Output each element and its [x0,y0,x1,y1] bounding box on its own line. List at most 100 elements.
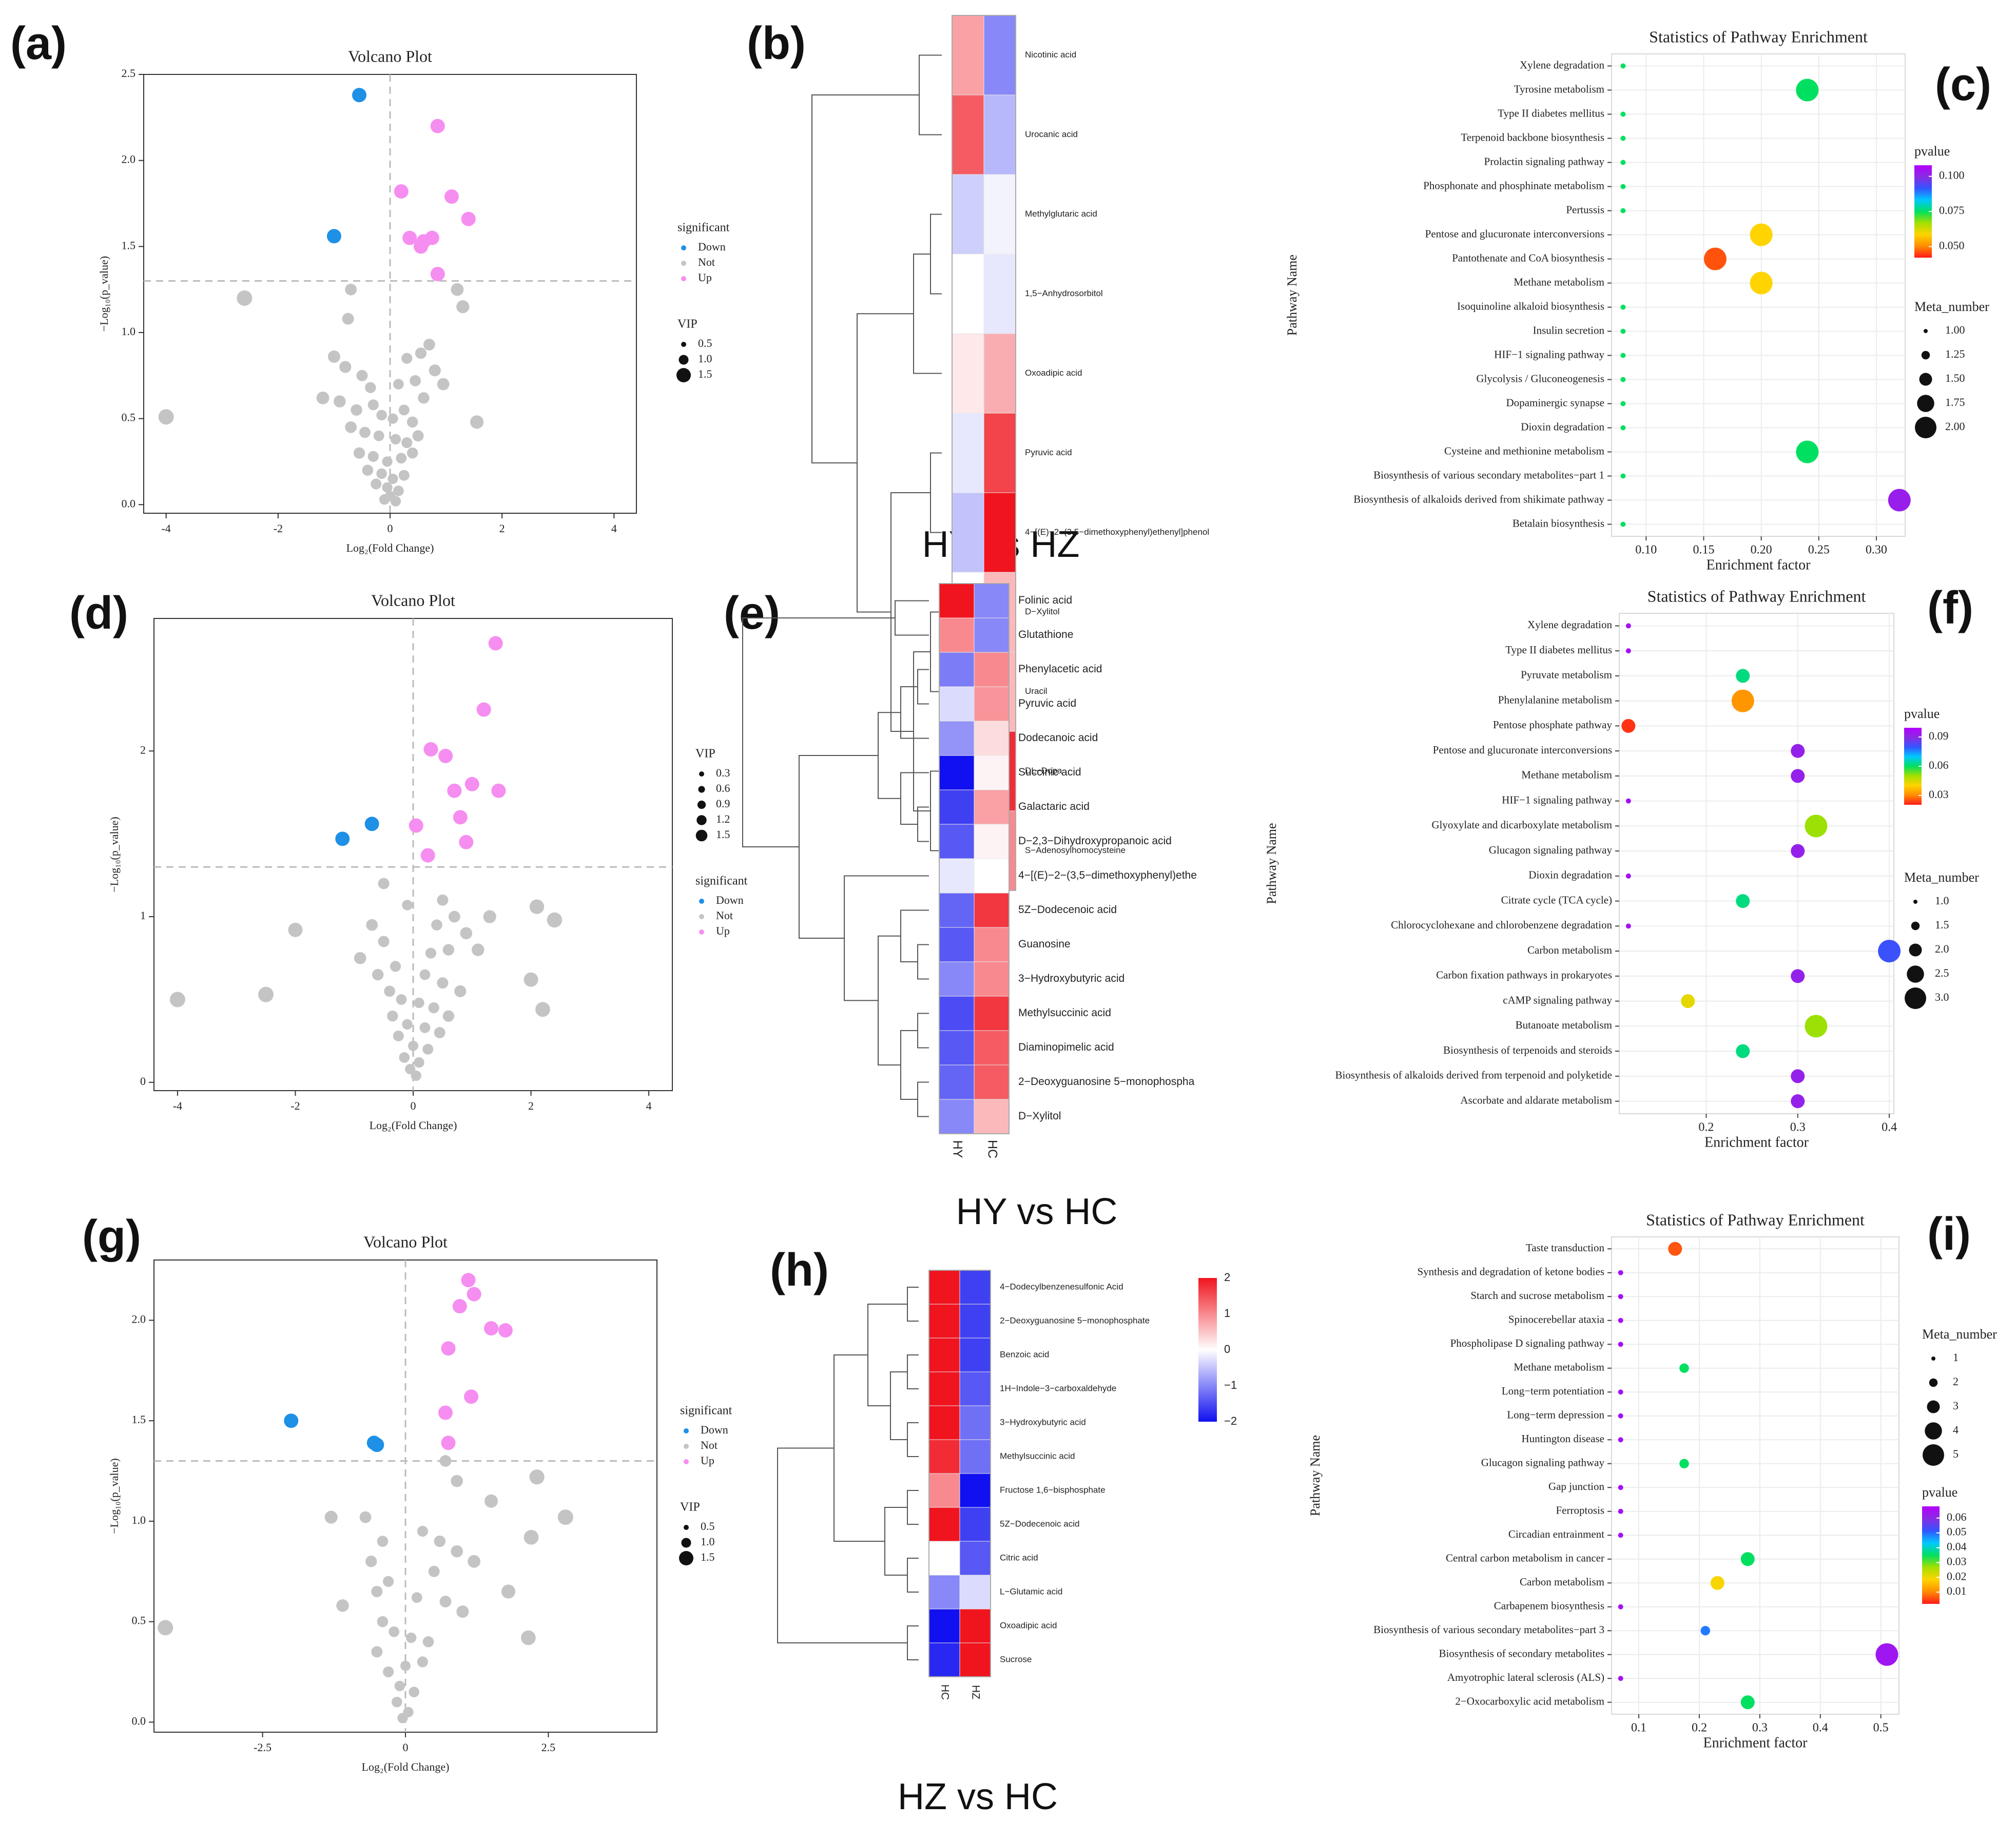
point-not [422,1636,434,1647]
enrichment-bubble [1791,844,1805,858]
enrichment-bubble [1620,304,1626,310]
enrichment-bubble [1805,815,1828,838]
x-tick-label: 0.5 [1873,1721,1889,1735]
point-not [389,1626,400,1637]
heatmap-cell [959,1507,991,1542]
y-tick-label: 1.0 [132,1514,146,1526]
row-label: DL−Dopa [1025,766,1062,776]
dendrogram-branch [867,1304,907,1406]
chart-title: Volcano Plot [371,591,455,609]
heatmap-cell [974,961,1010,997]
dendrogram-branch [857,313,914,613]
heatmap-cell [959,1371,991,1406]
point-not [382,1666,394,1678]
point-not [288,922,303,937]
y-tick-label: 2.5 [122,67,136,80]
legend-label: 2.0 [1935,942,1949,955]
point-up [441,1341,456,1356]
legend: Meta_number 1 2 3 4 5 pvalue 0.06 0.05 0.04 0.03 0.… [1922,1327,1997,1604]
legend-marker [697,800,706,809]
point-not [324,1510,338,1524]
legend-marker [681,342,686,347]
plot-frame [1611,53,1906,537]
y-axis-label: −Log₁₀(p_value) [98,256,110,332]
row-label: 3−Hydroxybutyric acid [1000,1417,1086,1427]
column-label: HZ [970,1685,981,1699]
heatmap-cell [939,893,975,928]
x-tick-label: 0.20 [1751,544,1772,557]
y-tick-label: 0.5 [122,411,136,424]
x-axis-label: Log₂(Fold Change) [370,1119,457,1132]
point-not [411,1070,421,1081]
panel-label-i: (i) [1927,1209,1971,1260]
point-not [169,992,185,1007]
point-not [382,1576,394,1587]
enrichment-bubble [1736,894,1750,908]
point-not [371,1646,383,1658]
enrichment-bubble [1618,1676,1623,1681]
pathway-label: Synthesis and degradation of ketone bodi… [1417,1266,1604,1278]
legend-label: 0.5 [701,1520,715,1533]
point-not [394,1680,405,1692]
point-not [237,290,253,306]
heatmap-cell [928,1575,960,1610]
point-up [464,1389,479,1404]
pathway-label: Citrate cycle (TCA cycle) [1501,894,1612,906]
row-label: Glutathione [1018,629,1073,641]
point-not [316,391,329,404]
pathway-label: Cysteine and methionine metabolism [1444,444,1604,457]
point-not [451,1545,463,1558]
row-label: Methylsuccinic acid [1018,1007,1111,1019]
point-not [378,936,390,947]
dendrogram-branch [884,1507,907,1576]
row-label: Methylglutaric acid [1025,209,1097,219]
point-not [535,1002,550,1017]
pathway-label: Betalain biosynthesis [1513,517,1604,529]
dendrogram-branch [844,875,929,1001]
pathway-label: Xylene degradation [1520,59,1605,71]
point-not [356,370,368,381]
pathway-label: Methane metabolism [1514,276,1604,288]
point-up [409,818,423,833]
legend-label: 2.5 [1935,966,1949,979]
x-tick-label: 4 [646,1099,652,1112]
row-label: 4−Dodecylbenzenesulfonic Acid [1000,1282,1123,1291]
row-label: 5Z−Dodecenoic acid [1018,904,1117,916]
heatmap-cell [939,858,975,894]
enrichment-bubble [1618,1508,1623,1514]
heatmap-cell [974,1064,1010,1100]
point-not [405,1632,417,1643]
legend-label: Not [701,1439,718,1451]
point-down [364,817,379,831]
heatmap-cell [928,1473,960,1508]
point-not [359,1511,372,1523]
point-not [258,986,274,1002]
pathway-label: Glucagon signaling pathway [1481,1457,1605,1469]
enrichment-bubble [1700,1626,1710,1636]
x-tick-label: 0.25 [1808,544,1830,557]
colorbar-tick-label: 0.06 [1947,1510,1967,1523]
colorbar-tick-label: 0.01 [1947,1584,1967,1597]
row-label: Citric acid [1000,1553,1038,1562]
legend-label: 1.25 [1945,347,1965,360]
point-not [418,392,430,404]
point-not [417,1525,429,1537]
x-axis-label: Log₂(Fold Change) [362,1760,450,1773]
legend-size-marker [1917,395,1934,412]
point-not [439,1455,452,1467]
row-label: Oxoadipic acid [1000,1620,1057,1630]
legend-marker [681,1538,691,1548]
legend-size-marker [1905,987,1926,1009]
point-not [442,944,455,956]
pathway-label: Terpenoid backbone biosynthesis [1461,131,1604,143]
x-tick-label: 0 [387,522,393,535]
y-tick-label: 0 [140,1075,146,1088]
dendrogram-branch [913,254,942,374]
colorbar-tick-label: 0.03 [1947,1555,1967,1567]
point-not [396,994,407,1005]
dendrogram-branch [900,686,929,739]
point-down [326,229,341,244]
colorbar-tick-label: 1 [1224,1307,1230,1320]
legend-label: Down [701,1423,728,1436]
